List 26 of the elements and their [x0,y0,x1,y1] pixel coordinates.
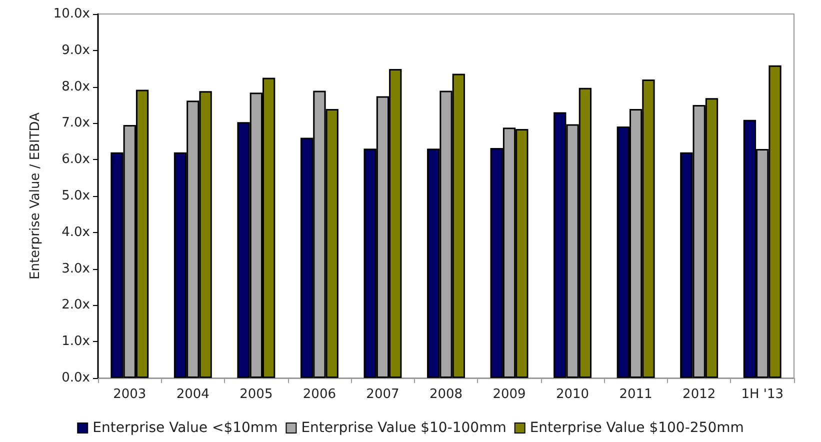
legend-label: Enterprise Value <$10mm [92,420,278,436]
x-tick-label: 2010 [556,387,590,402]
y-tick-label: 0.0x [62,370,90,386]
x-tick-label: 2006 [302,387,336,402]
y-tick-label: 3.0x [62,261,90,276]
y-tick-label: 1.0x [62,334,90,350]
x-tick-label: 1H '13 [741,387,784,402]
x-tick-label: 2004 [176,387,210,402]
legend-label: Enterprise Value $10-100mm [301,420,506,436]
x-tick-label: 2003 [113,387,146,402]
y-axis-title: Enterprise Value / EBITDA [28,112,43,280]
y-tick-label: 7.0x [62,116,90,131]
legend-label: Enterprise Value $100-250mm [530,420,744,436]
y-tick-label: 8.0x [62,79,90,94]
x-tick-label: 2012 [682,387,716,402]
x-tick-label: 2009 [492,387,526,402]
x-tick-label: 2005 [240,387,273,402]
x-tick-label: 2007 [366,387,400,402]
x-tick-label: 2008 [429,387,463,402]
x-tick-label: 2011 [619,387,652,402]
y-tick-label: 5.0x [62,188,90,204]
y-tick-label: 6.0x [62,152,90,168]
y-tick-label: 4.0x [62,224,90,240]
y-tick-label: 9.0x [62,42,90,58]
y-tick-label: 2.0x [62,298,90,313]
y-tick-label: 10.0x [53,6,90,22]
